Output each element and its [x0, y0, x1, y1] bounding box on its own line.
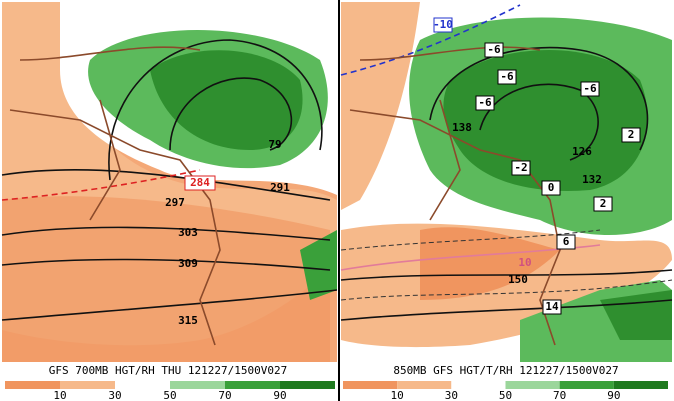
colorbars: 10 30 50 70 90 10 30 50 70 90	[5, 381, 668, 401]
contour-label: 79	[268, 138, 281, 151]
contour-label: 2	[600, 197, 607, 210]
colorbar-label: 50	[163, 389, 176, 401]
colorbar-swatch	[559, 381, 614, 389]
right-map	[340, 2, 673, 362]
contour-label: 10	[518, 256, 531, 269]
colorbar-label: 90	[607, 389, 620, 401]
colorbar-label: 50	[499, 389, 512, 401]
colorbar-swatch	[505, 381, 560, 389]
colorbar-swatch	[170, 381, 225, 389]
contour-label: -6	[500, 70, 514, 83]
contour-label: -2	[514, 161, 527, 174]
contour-label: 138	[452, 121, 472, 134]
label-box	[580, 81, 600, 97]
left-title: GFS 700MB HGT/RH THU 121227/1500V027	[49, 364, 287, 377]
contour-label: 6	[563, 235, 570, 248]
contour-label: 291	[270, 181, 290, 194]
contour-label: 284	[190, 176, 210, 189]
colorbar-swatch	[280, 381, 335, 389]
contour-label: 132	[582, 173, 602, 186]
contour-label: -6	[583, 82, 597, 95]
colorbar-label: 90	[273, 389, 286, 401]
colorbar-swatch	[225, 381, 280, 389]
colorbar-label: 30	[445, 389, 458, 401]
contour-label: 303	[178, 226, 198, 239]
contour-label: -10	[433, 18, 453, 31]
label-box	[511, 160, 531, 176]
right-title: 850MB GFS HGT/T/RH 121227/1500V027	[393, 364, 618, 377]
contour-label: 315	[178, 314, 198, 327]
colorbar-label: 30	[108, 389, 121, 401]
colorbar-swatch	[60, 381, 115, 389]
colorbar-label: 70	[218, 389, 231, 401]
contour-label: 297	[165, 196, 185, 209]
label-box	[556, 234, 576, 250]
colorbar-swatch	[451, 381, 506, 389]
left-map: 284 291 297 303 309 315 79	[1, 2, 338, 362]
colorbar-label: 10	[53, 389, 66, 401]
colorbar-swatch	[115, 381, 170, 389]
contour-label: -6	[487, 43, 501, 56]
contour-label: 150	[508, 273, 528, 286]
label-box	[433, 17, 453, 33]
contour-label: 309	[178, 257, 198, 270]
contour-label: 0	[548, 181, 555, 194]
contour-label: 126	[572, 145, 592, 158]
contour-label: 14	[545, 300, 559, 313]
label-box	[621, 127, 641, 143]
label-box	[497, 69, 517, 85]
colorbar-swatch	[5, 381, 60, 389]
contour-label: 2	[628, 128, 635, 141]
colorbar-swatch	[397, 381, 452, 389]
label-box	[541, 180, 561, 196]
label-box	[542, 299, 562, 315]
contour-label: -6	[478, 96, 492, 109]
label-box	[484, 42, 504, 58]
right-labels: -10 -6 -6 -6 -6 -2 0 2 2 6 10 14 138 132 126 150	[433, 17, 641, 315]
colorbar-swatch	[613, 381, 668, 389]
label-box	[593, 196, 613, 212]
label-box	[475, 95, 495, 111]
colorbar-swatch	[343, 381, 398, 389]
colorbar-label: 10	[391, 389, 404, 401]
colorbar-label: 70	[553, 389, 566, 401]
